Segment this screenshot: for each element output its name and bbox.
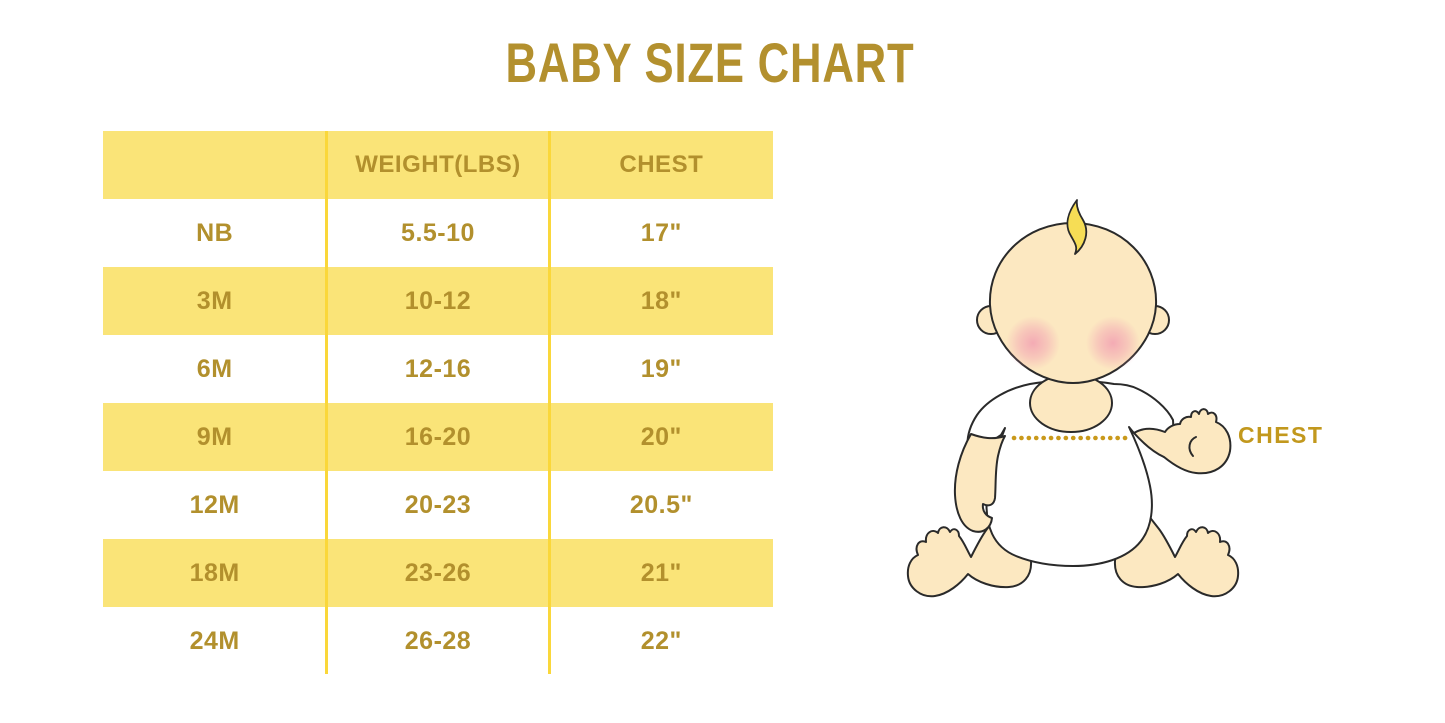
baby-right-cheek [1086,316,1140,370]
cell-size: 24M [189,626,240,655]
cell-size: 3M [196,286,233,315]
column-divider [548,131,551,674]
baby-left-arm [953,433,1006,533]
cell-weight: 26-28 [404,626,472,655]
cell-size: 18M [189,558,240,587]
cell-size: 6M [196,354,233,383]
table-header-row: WEIGHT(LBS) CHEST [103,131,773,199]
table-row: NB 5.5-10 17" [103,199,773,267]
cell-chest: 21" [640,558,682,587]
baby-hair-curl [1066,199,1088,255]
cell-chest: 19" [640,354,682,383]
table-row: 3M 10-12 18" [103,267,773,335]
cell-chest: 17" [640,218,682,247]
cell-chest: 20" [640,422,682,451]
page-title: BABY SIZE CHART [505,31,915,94]
cell-weight: 20-23 [404,490,472,519]
header-cell-chest: CHEST [619,151,704,178]
baby-illustration [880,175,1350,645]
table-row: 24M 26-28 22" [103,607,773,675]
table-row: 12M 20-23 20.5" [103,471,773,539]
cell-weight: 12-16 [404,354,472,383]
baby-svg [906,199,1240,598]
baby-left-cheek [1006,316,1060,370]
baby-fist-thumb-line [1188,436,1197,457]
cell-chest: 22" [640,626,682,655]
cell-weight: 23-26 [404,558,472,587]
header-cell-weight: WEIGHT(LBS) [355,151,521,178]
chest-label: CHEST [1238,422,1324,448]
cell-size: NB [196,218,234,247]
cell-weight: 5.5-10 [401,218,475,247]
table-row: 9M 16-20 20" [103,403,773,471]
cell-chest: 20.5" [629,490,693,519]
size-chart-table: WEIGHT(LBS) CHEST NB 5.5-10 17" 3M 10-12… [103,131,773,675]
cell-chest: 18" [640,286,682,315]
cell-size: 12M [189,490,240,519]
cell-weight: 16-20 [404,422,472,451]
cell-size: 9M [196,422,233,451]
baby-right-arm-fist [1133,408,1232,475]
table-row: 6M 12-16 19" [103,335,773,403]
header-cell-size [103,131,326,199]
column-divider [325,131,328,674]
cell-weight: 10-12 [404,286,472,315]
table-row: 18M 23-26 21" [103,539,773,607]
